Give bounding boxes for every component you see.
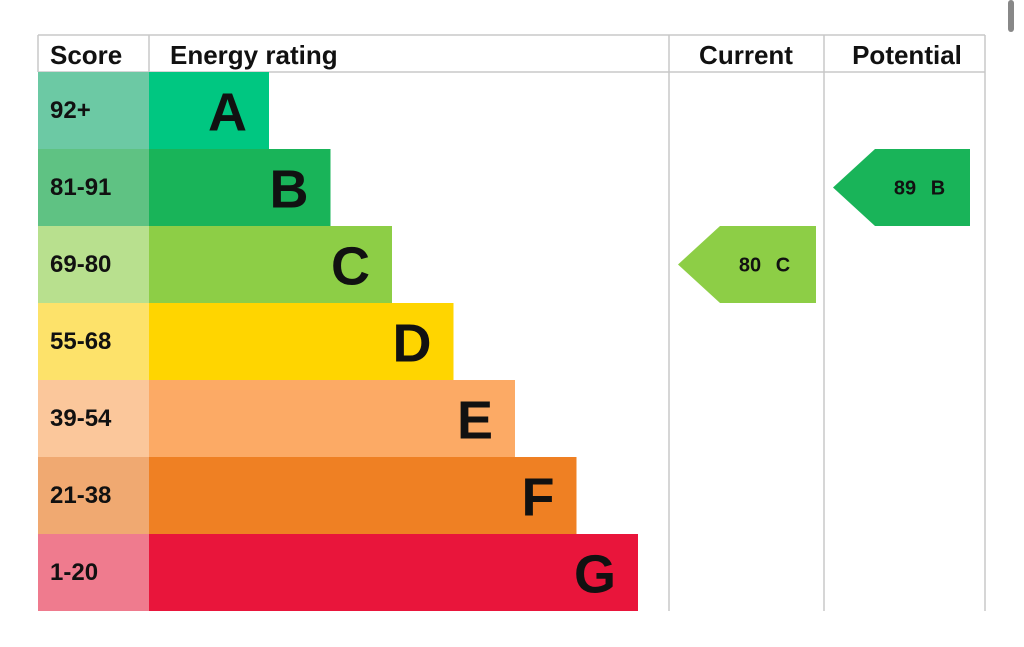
potential-arrow: [833, 149, 970, 226]
header-current: Current: [699, 40, 793, 70]
potential-letter: B: [931, 178, 945, 200]
score-label: 39-54: [50, 405, 112, 432]
rating-letter: G: [574, 545, 616, 605]
score-cell: [38, 534, 149, 611]
rating-letter: B: [270, 160, 309, 220]
score-cell: [38, 226, 149, 303]
rating-bar: [149, 226, 392, 303]
rating-letter: F: [522, 468, 555, 528]
score-label: 92+: [50, 97, 91, 124]
score-cell: [38, 72, 149, 149]
score-cell: [38, 303, 149, 380]
score-label: 81-91: [50, 174, 111, 201]
rating-letter: D: [393, 314, 432, 374]
current-arrow: [678, 226, 816, 303]
score-label: 21-38: [50, 482, 111, 509]
score-label: 69-80: [50, 251, 111, 278]
score-cell: [38, 149, 149, 226]
score-label: 1-20: [50, 559, 98, 586]
current-letter: C: [776, 255, 790, 277]
rating-letter: E: [457, 391, 493, 451]
rating-bar: [149, 72, 269, 149]
header-rating: Energy rating: [170, 40, 338, 70]
rating-bar: [149, 534, 638, 611]
score-label: 55-68: [50, 328, 111, 355]
rating-bar: [149, 457, 577, 534]
rating-letter: A: [208, 83, 247, 143]
header-score: Score: [50, 40, 122, 70]
rating-bar: [149, 380, 515, 457]
score-cell: [38, 380, 149, 457]
score-cell: [38, 457, 149, 534]
rating-bar: [149, 303, 454, 380]
current-value: 80: [739, 255, 761, 277]
header-potential: Potential: [852, 40, 962, 70]
rating-letter: C: [331, 237, 370, 297]
scrollbar: [1008, 0, 1014, 32]
potential-value: 89: [894, 178, 916, 200]
rating-bar: [149, 149, 331, 226]
